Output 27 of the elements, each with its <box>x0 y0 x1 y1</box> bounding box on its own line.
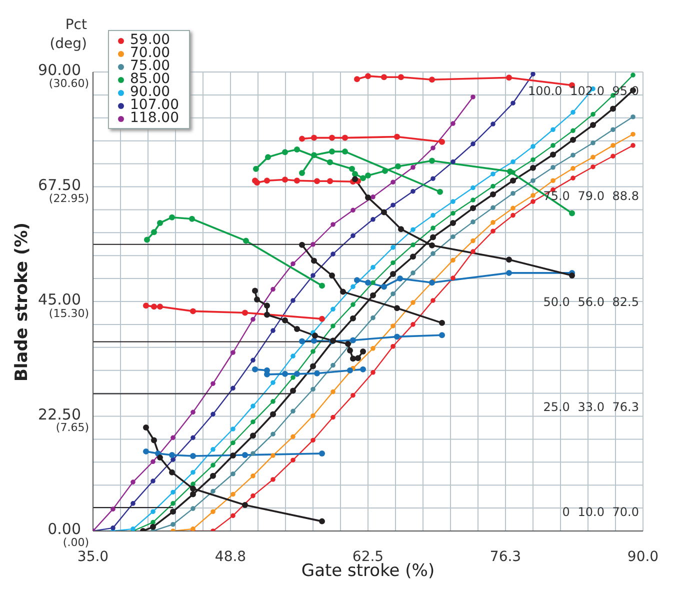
legend-label: 70.00 <box>130 45 170 61</box>
x-tick-label: 35.0 <box>77 549 109 565</box>
y2-tick-label: (15.30) <box>48 306 89 320</box>
x-tick-label: 90.0 <box>627 549 659 565</box>
y2-tick-label: (7.65) <box>56 421 89 434</box>
y-tick-label: 45.00 <box>38 290 81 308</box>
legend-label: 107.00 <box>130 97 179 113</box>
legend-label: 85.00 <box>130 71 170 87</box>
legend-label: 90.00 <box>130 84 170 100</box>
y-tick-label: 67.50 <box>38 176 81 194</box>
x-tick-label: 48.8 <box>214 549 246 565</box>
y2-tick-label: (22.95) <box>48 192 89 205</box>
y-axis-title: Blade stroke (%) <box>12 222 32 382</box>
y2-tick-label: (30.60) <box>48 77 89 90</box>
x-axis-title: Gate stroke (%) <box>301 561 435 581</box>
annotation: 50.0 56.0 82.5 <box>543 294 639 308</box>
y2-tick-label: (.00) <box>62 536 89 549</box>
legend-label: 118.00 <box>130 110 179 126</box>
y-tick-label: 0.00 <box>48 520 81 538</box>
legend-label: 75.00 <box>130 58 170 74</box>
annotation: 25.0 33.0 76.3 <box>543 400 639 414</box>
y-tick-label: 22.50 <box>38 405 81 424</box>
text: Pct (deg) <box>50 16 87 54</box>
annotation: 0 10.0 70.0 <box>562 505 639 519</box>
x-tick-label: 76.3 <box>490 549 522 565</box>
legend-label: 59.00 <box>130 32 170 48</box>
y-tick-label: 90.00 <box>38 61 81 79</box>
